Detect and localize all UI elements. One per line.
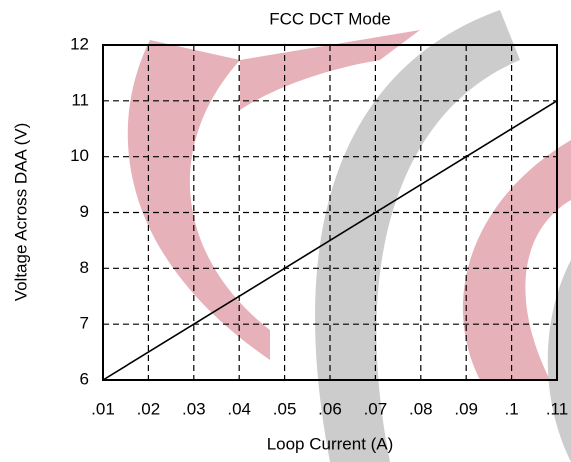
watermark-red [127,40,271,360]
x-tick-label: .03 [182,399,206,418]
x-tick-label: .06 [318,399,342,418]
data-line [102,100,558,381]
x-tick-label: .04 [227,399,251,418]
watermark-gray [315,10,520,462]
x-tick-label: .1 [505,399,519,418]
x-tick-label: .02 [137,399,161,418]
y-tick-label: 9 [80,202,89,221]
y-axis-label: Voltage Across DAA (V) [11,123,30,302]
y-tick-label: 7 [80,314,89,333]
x-axis-label: Loop Current (A) [267,434,394,453]
watermark-gray-right [547,260,571,462]
y-tick-label: 8 [80,258,89,277]
y-tick-label: 11 [71,90,89,109]
x-tick-label: .07 [364,399,388,418]
x-tick-label: .11 [546,399,568,418]
x-tick-label: .08 [409,399,433,418]
y-tick-label: 12 [70,34,89,53]
chart-title: FCC DCT Mode [269,9,391,28]
x-tick-label: .09 [454,399,478,418]
x-tick-label: .01 [91,399,115,418]
y-tick-label: 6 [80,369,89,388]
y-tick-label: 10 [70,146,89,165]
watermark-red-right [462,140,571,380]
x-tick-label: .05 [273,399,297,418]
